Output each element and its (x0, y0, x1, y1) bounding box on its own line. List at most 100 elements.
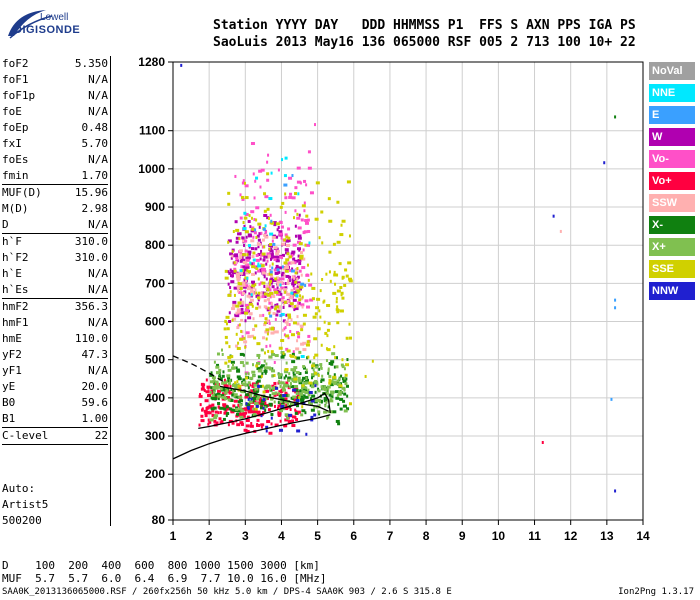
data-point (268, 301, 273, 305)
param-label: foF1p (2, 89, 36, 102)
data-point (302, 322, 306, 326)
data-point (281, 253, 285, 257)
data-point (299, 254, 304, 258)
data-point (316, 297, 321, 301)
data-point (240, 409, 245, 413)
curve-trace (198, 392, 331, 430)
data-point (213, 390, 216, 394)
data-point (239, 269, 243, 273)
data-point (339, 286, 343, 290)
data-point (249, 424, 254, 428)
data-point (262, 390, 266, 394)
data-point (343, 388, 346, 392)
data-point (230, 269, 235, 273)
data-point (268, 311, 271, 315)
data-point (222, 381, 227, 385)
data-point (283, 327, 286, 331)
data-point (341, 276, 344, 280)
data-point (278, 281, 283, 285)
data-point (300, 282, 305, 286)
data-point (290, 291, 294, 295)
param-label: D (2, 218, 9, 231)
data-point (294, 415, 297, 419)
data-point (259, 253, 263, 257)
data-point (237, 232, 242, 236)
param-value: N/A (88, 73, 108, 86)
data-point (326, 416, 329, 420)
data-point (291, 281, 295, 285)
data-point (302, 365, 306, 369)
data-point (232, 363, 235, 367)
data-point (221, 392, 225, 396)
data-point (252, 258, 256, 262)
data-point (233, 269, 237, 273)
data-point (284, 368, 289, 372)
data-point (282, 352, 285, 356)
data-point (345, 336, 349, 340)
data-point (256, 242, 259, 246)
data-point (236, 346, 241, 350)
data-point (271, 262, 274, 266)
data-point (241, 291, 245, 295)
data-point (226, 374, 231, 378)
data-point (240, 300, 245, 304)
data-point (237, 341, 240, 345)
param-value: 1.00 (81, 412, 109, 425)
data-point (339, 233, 344, 237)
data-point (330, 362, 334, 366)
data-point (304, 221, 309, 225)
data-point (244, 196, 249, 200)
data-point (327, 371, 330, 375)
data-point (280, 225, 284, 229)
param-label: C-level (2, 429, 49, 442)
data-point (241, 272, 246, 276)
data-point (256, 361, 261, 365)
data-point (323, 320, 326, 324)
data-point (289, 302, 294, 306)
data-point (266, 397, 269, 401)
data-point (209, 390, 212, 394)
data-point (311, 376, 314, 380)
data-point (307, 150, 311, 154)
data-point (257, 375, 262, 379)
data-point (223, 384, 226, 388)
data-point (223, 378, 226, 382)
data-point (303, 201, 306, 205)
data-point (271, 374, 274, 378)
data-point (244, 184, 249, 188)
param-value: N/A (88, 218, 108, 231)
data-point (233, 399, 238, 403)
data-point (265, 337, 268, 341)
data-point (265, 277, 268, 281)
data-point (304, 219, 309, 223)
data-point (224, 384, 229, 388)
data-point (289, 269, 292, 273)
data-point (323, 299, 326, 303)
data-point (225, 380, 228, 384)
data-point (265, 262, 268, 266)
data-point (232, 389, 236, 393)
param-value: 15.96 (74, 186, 108, 199)
data-point (264, 389, 268, 393)
data-point (335, 356, 338, 360)
data-point (239, 298, 242, 302)
data-point (335, 365, 339, 369)
data-point (200, 387, 205, 391)
data-point (263, 245, 266, 249)
data-point (216, 352, 220, 356)
data-point (248, 302, 253, 306)
param-value: N/A (88, 364, 108, 377)
data-point (285, 361, 288, 365)
data-point (232, 300, 237, 304)
data-point (261, 252, 266, 256)
x-tick-label: 7 (387, 529, 394, 543)
data-point (318, 309, 321, 313)
data-point (266, 172, 270, 176)
data-point (257, 384, 261, 388)
data-point (245, 235, 248, 239)
data-point (255, 410, 260, 414)
data-point (344, 382, 348, 386)
data-point (297, 254, 300, 258)
data-point (282, 305, 285, 309)
data-point (282, 302, 285, 306)
